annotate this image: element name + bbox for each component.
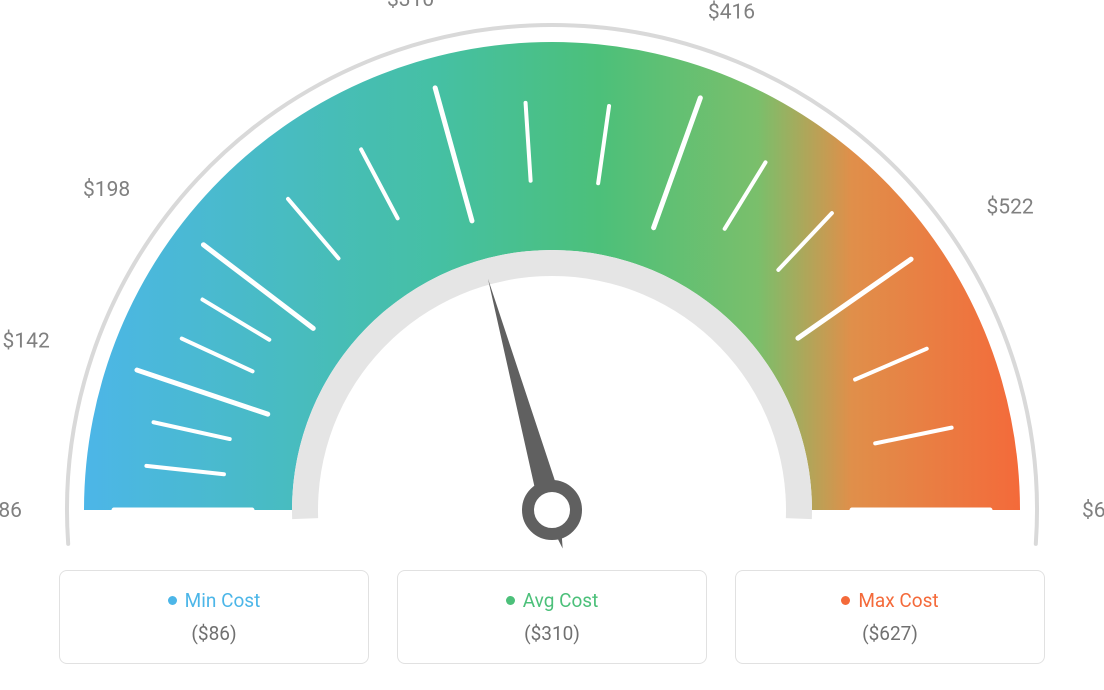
dot-icon (168, 596, 177, 605)
legend-title-min: Min Cost (168, 589, 261, 612)
dot-icon (841, 596, 850, 605)
tick-label: $522 (986, 195, 1033, 219)
tick-label: $416 (708, 0, 755, 24)
legend-label: Min Cost (185, 589, 261, 612)
legend-value: ($627) (760, 622, 1020, 645)
legend-value: ($310) (422, 622, 682, 645)
legend-card-min: Min Cost ($86) (59, 570, 369, 664)
tick-label: $627 (1082, 499, 1104, 523)
legend-label: Max Cost (858, 589, 938, 612)
legend-title-avg: Avg Cost (506, 589, 599, 612)
legend-label: Avg Cost (523, 589, 599, 612)
tick-label: $310 (387, 0, 434, 12)
legend-row: Min Cost ($86) Avg Cost ($310) Max Cost … (0, 570, 1104, 664)
legend-card-max: Max Cost ($627) (735, 570, 1045, 664)
tick-label: $198 (83, 178, 130, 202)
legend-card-avg: Avg Cost ($310) (397, 570, 707, 664)
legend-value: ($86) (84, 622, 344, 645)
legend-title-max: Max Cost (841, 589, 938, 612)
dot-icon (506, 596, 515, 605)
needle-hub (528, 486, 576, 534)
tick-label: $142 (3, 330, 50, 354)
gauge-svg: $86 $142 $198 $310 $416 $522 $627 (0, 0, 1104, 560)
tick-label: $86 (0, 499, 22, 523)
cost-gauge: $86 $142 $198 $310 $416 $522 $627 (0, 0, 1104, 560)
